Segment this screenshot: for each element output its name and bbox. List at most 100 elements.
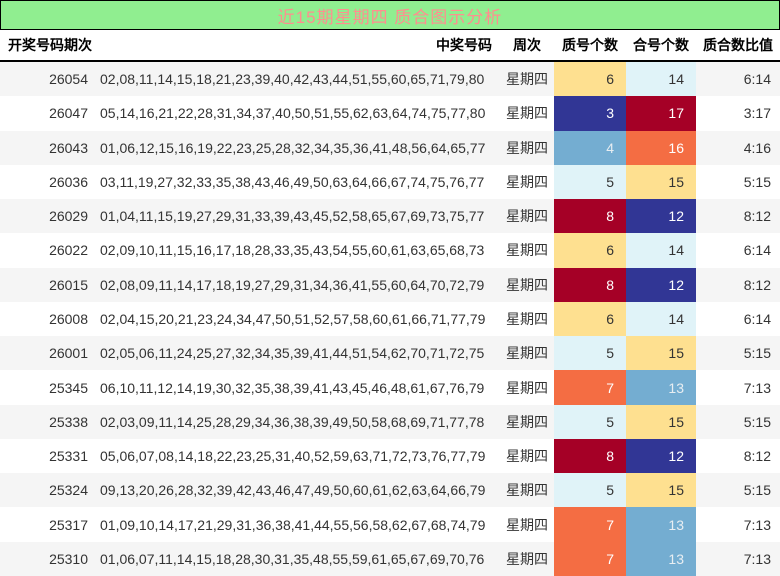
table-row: 26029 01,04,11,15,19,27,29,31,33,39,43,45… (0, 199, 780, 234)
table-header-row: 开奖号码期次 中奖号码 周次 质号个数 合号个数 质合数比值 (0, 30, 780, 62)
numbers-cell: 01,04,11,15,19,27,29,31,33,39,43,45,52,5… (100, 208, 485, 225)
prime-count-cell: 8 (554, 438, 626, 474)
ratio-cell: 7:13 (743, 550, 771, 567)
ratio-cell: 8:12 (743, 208, 771, 225)
period-cell: 26022 (49, 242, 88, 259)
numbers-cell: 06,10,11,12,14,19,30,32,35,38,39,41,43,4… (100, 379, 485, 396)
prime-count-cell: 5 (554, 473, 626, 508)
composite-count-cell: 14 (626, 233, 696, 268)
table-row: 25331 05,06,07,08,14,18,22,23,25,31,40,52… (0, 438, 780, 474)
numbers-cell: 05,14,16,21,22,28,31,34,37,40,50,51,55,6… (100, 105, 486, 122)
week-cell: 星期四 (506, 105, 548, 122)
numbers-cell: 02,08,09,11,14,17,18,19,27,29,31,34,36,4… (100, 276, 485, 293)
header-numbers: 中奖号码 (436, 37, 492, 53)
prime-count-cell: 7 (554, 507, 626, 542)
period-cell: 25310 (49, 550, 88, 567)
ratio-cell: 5:15 (743, 413, 771, 430)
ratio-cell: 8:12 (743, 448, 771, 465)
table-row: 25324 09,13,20,26,28,32,39,42,43,46,47,49… (0, 473, 780, 508)
header-period: 开奖号码期次 (8, 37, 92, 53)
table-row: 26054 02,08,11,14,15,18,21,23,39,40,42,43… (0, 62, 780, 97)
period-cell: 26008 (49, 310, 88, 327)
ratio-cell: 6:14 (743, 310, 771, 327)
composite-count-cell: 17 (626, 96, 696, 131)
header-prime: 质号个数 (562, 37, 618, 53)
prime-count-cell: 8 (554, 267, 626, 302)
week-cell: 星期四 (506, 310, 548, 327)
header-ratio: 质合数比值 (703, 37, 773, 53)
composite-count-cell: 16 (626, 130, 696, 165)
table-row: 26001 02,05,06,11,24,25,27,32,34,35,39,41… (0, 336, 780, 371)
numbers-cell: 02,03,09,11,14,25,28,29,34,36,38,39,49,5… (100, 413, 485, 430)
composite-count-cell: 12 (626, 438, 696, 474)
table-row: 26036 03,11,19,27,32,33,35,38,43,46,49,50… (0, 164, 780, 200)
ratio-cell: 6:14 (743, 71, 771, 88)
composite-count-cell: 15 (626, 473, 696, 508)
period-cell: 25338 (49, 413, 88, 430)
ratio-cell: 7:13 (743, 516, 771, 533)
prime-count-cell: 3 (554, 96, 626, 131)
composite-count-cell: 14 (626, 301, 696, 337)
week-cell: 星期四 (506, 379, 548, 396)
prime-count-cell: 5 (554, 404, 626, 439)
ratio-cell: 5:15 (743, 482, 771, 499)
numbers-cell: 02,05,06,11,24,25,27,32,34,35,39,41,44,5… (100, 345, 485, 362)
week-cell: 星期四 (506, 448, 548, 465)
composite-count-cell: 13 (626, 370, 696, 405)
week-cell: 星期四 (506, 71, 548, 88)
prime-count-cell: 6 (554, 233, 626, 268)
period-cell: 25317 (49, 516, 88, 533)
week-cell: 星期四 (506, 173, 548, 190)
header-week: 周次 (513, 37, 541, 53)
header-composite: 合号个数 (633, 37, 689, 53)
prime-count-cell: 8 (554, 199, 626, 234)
table-row: 25345 06,10,11,12,14,19,30,32,35,38,39,41… (0, 370, 780, 405)
composite-count-cell: 15 (626, 336, 696, 371)
ratio-cell: 5:15 (743, 345, 771, 362)
prime-count-cell: 7 (554, 370, 626, 405)
week-cell: 星期四 (506, 208, 548, 225)
week-cell: 星期四 (506, 276, 548, 293)
composite-count-cell: 15 (626, 164, 696, 200)
table-body: 26054 02,08,11,14,15,18,21,23,39,40,42,43… (0, 62, 780, 576)
numbers-cell: 02,04,15,20,21,23,24,34,47,50,51,52,57,5… (100, 310, 486, 327)
period-cell: 25345 (49, 379, 88, 396)
composite-count-cell: 12 (626, 267, 696, 302)
period-cell: 25331 (49, 448, 88, 465)
numbers-cell: 03,11,19,27,32,33,35,38,43,46,49,50,63,6… (100, 173, 485, 190)
week-cell: 星期四 (506, 242, 548, 259)
prime-count-cell: 6 (554, 301, 626, 337)
period-cell: 26029 (49, 208, 88, 225)
prime-count-cell: 7 (554, 541, 626, 576)
numbers-cell: 02,08,11,14,15,18,21,23,39,40,42,43,44,5… (100, 71, 485, 88)
composite-count-cell: 14 (626, 62, 696, 97)
period-cell: 26036 (49, 173, 88, 190)
numbers-cell: 01,09,10,14,17,21,29,31,36,38,41,44,55,5… (100, 516, 486, 533)
table-row: 26043 01,06,12,15,16,19,22,23,25,28,32,34… (0, 130, 780, 165)
ratio-cell: 8:12 (743, 276, 771, 293)
week-cell: 星期四 (506, 516, 548, 533)
period-cell: 26015 (49, 276, 88, 293)
numbers-cell: 05,06,07,08,14,18,22,23,25,31,40,52,59,6… (100, 448, 486, 465)
numbers-cell: 09,13,20,26,28,32,39,42,43,46,47,49,50,6… (100, 482, 486, 499)
numbers-cell: 02,09,10,11,15,16,17,18,28,33,35,43,54,5… (100, 242, 485, 259)
composite-count-cell: 15 (626, 404, 696, 439)
table-row: 25310 01,06,07,11,14,15,18,28,30,31,35,48… (0, 541, 780, 576)
numbers-cell: 01,06,07,11,14,15,18,28,30,31,35,48,55,5… (100, 550, 485, 567)
table-row: 26022 02,09,10,11,15,16,17,18,28,33,35,43… (0, 233, 780, 268)
week-cell: 星期四 (506, 413, 548, 430)
period-cell: 26043 (49, 139, 88, 156)
ratio-cell: 6:14 (743, 242, 771, 259)
week-cell: 星期四 (506, 345, 548, 362)
period-cell: 26047 (49, 105, 88, 122)
prime-count-cell: 5 (554, 336, 626, 371)
week-cell: 星期四 (506, 550, 548, 567)
table-row: 26015 02,08,09,11,14,17,18,19,27,29,31,34… (0, 267, 780, 302)
table-row: 25317 01,09,10,14,17,21,29,31,36,38,41,44… (0, 507, 780, 542)
period-cell: 25324 (49, 482, 88, 499)
ratio-cell: 7:13 (743, 379, 771, 396)
week-cell: 星期四 (506, 139, 548, 156)
prime-count-cell: 6 (554, 62, 626, 97)
ratio-cell: 4:16 (743, 139, 771, 156)
